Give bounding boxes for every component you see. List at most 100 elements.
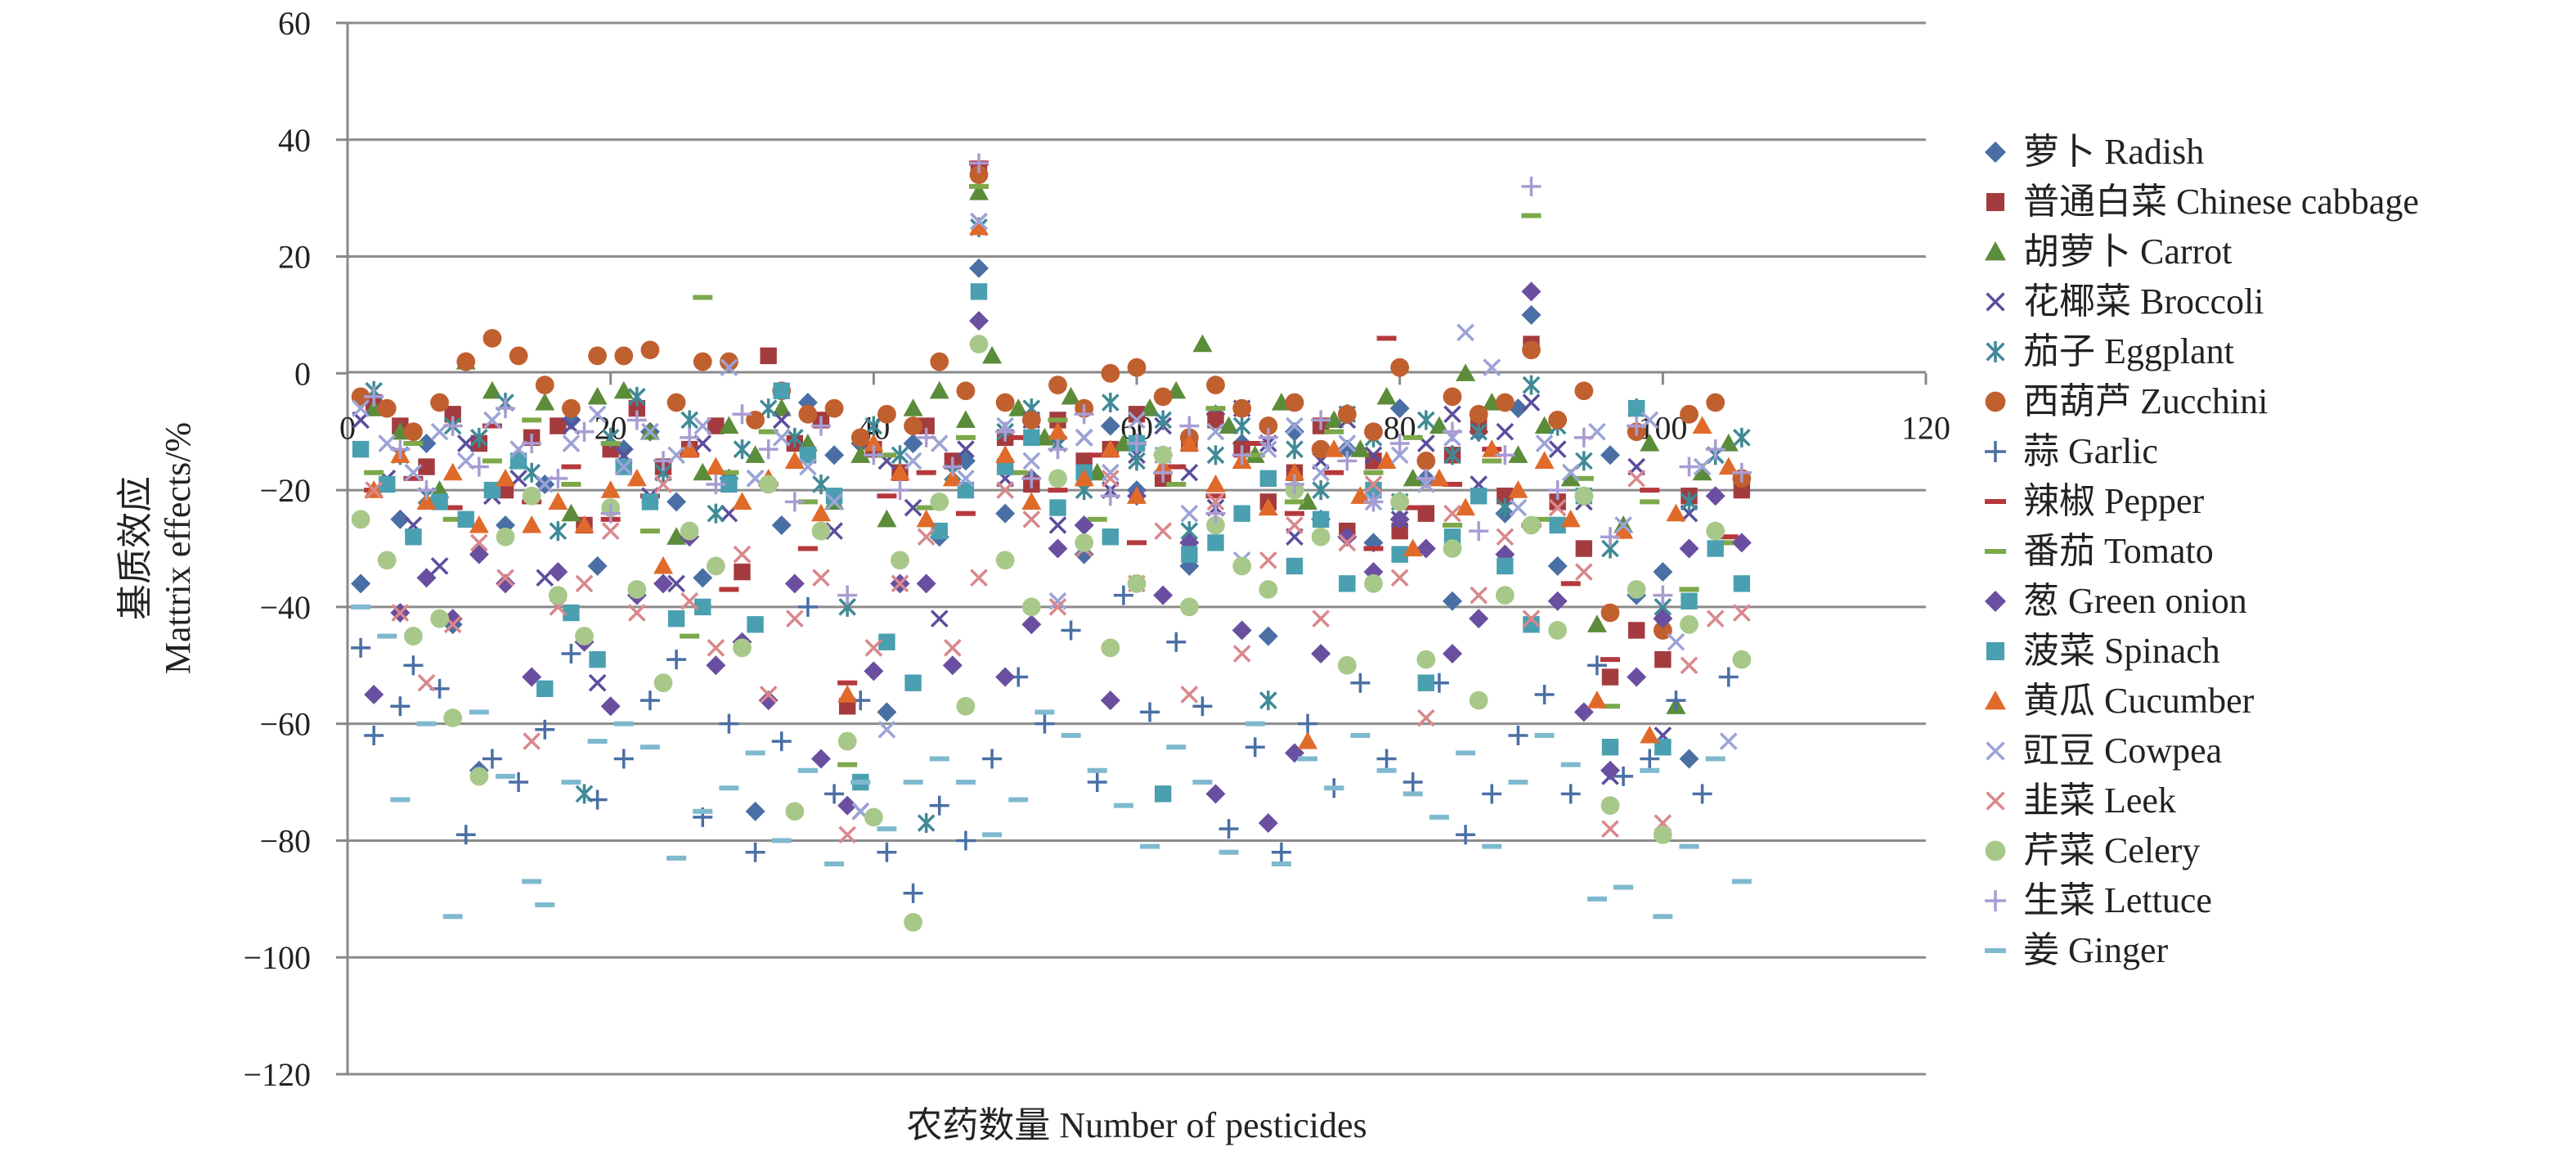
data-point	[1100, 439, 1120, 457]
data-point	[969, 335, 989, 354]
data-point	[1416, 650, 1436, 669]
data-point	[760, 347, 777, 365]
data-point	[456, 434, 475, 452]
legend-label: 豇豆 Cowpea	[2023, 731, 2222, 771]
data-point	[1680, 492, 1699, 512]
data-point	[1008, 398, 1029, 416]
data-point	[1285, 393, 1304, 412]
data-point	[351, 510, 370, 529]
data-point	[1232, 416, 1251, 436]
data-point	[1640, 488, 1660, 493]
data-point	[771, 838, 792, 843]
data-point	[588, 405, 607, 424]
data-point	[733, 439, 752, 460]
data-point	[904, 674, 922, 691]
data-point	[1390, 358, 1410, 377]
data-point	[1113, 803, 1133, 808]
y-tick-label: −60	[259, 706, 311, 743]
data-point	[1312, 511, 1330, 529]
data-point	[1206, 493, 1225, 511]
data-point	[1495, 445, 1515, 466]
data-point	[890, 462, 910, 481]
data-point	[693, 416, 712, 435]
data-point	[785, 427, 804, 448]
data-point	[825, 488, 843, 505]
data-point	[1547, 480, 1568, 501]
data-point	[1259, 416, 1278, 435]
data-point	[929, 795, 949, 816]
data-point	[1613, 521, 1634, 539]
data-point	[1416, 708, 1435, 727]
data-point	[390, 509, 411, 529]
data-point	[443, 708, 463, 727]
series-points	[364, 153, 1752, 605]
data-point	[719, 416, 739, 434]
data-point	[442, 914, 463, 920]
data-point	[1613, 766, 1634, 786]
data-point	[575, 627, 594, 645]
legend-item: 蒜 Garlic	[1985, 431, 2158, 471]
data-point	[917, 528, 936, 547]
data-point	[1521, 176, 1542, 196]
data-point	[1061, 732, 1081, 738]
data-point	[1653, 585, 1673, 605]
data-point	[1245, 452, 1265, 458]
data-point	[628, 399, 646, 417]
data-point	[640, 744, 660, 750]
data-point	[825, 493, 843, 511]
data-point	[982, 749, 1003, 769]
data-point	[1311, 527, 1331, 547]
data-point	[1390, 446, 1409, 465]
legend-marker	[1986, 292, 2005, 312]
data-point	[442, 416, 463, 436]
data-point	[444, 406, 461, 423]
data-point	[1600, 527, 1620, 547]
data-point	[1008, 797, 1029, 803]
data-point	[1653, 825, 1672, 844]
legend-label: 葱 Green onion	[2023, 581, 2247, 621]
data-point	[626, 410, 647, 430]
data-point	[1166, 744, 1187, 750]
data-point	[1350, 732, 1371, 738]
data-point	[1311, 410, 1331, 430]
data-point	[1522, 394, 1541, 412]
data-point	[536, 680, 554, 698]
data-point	[351, 387, 370, 407]
data-point	[1205, 503, 1226, 524]
data-point	[1048, 376, 1067, 395]
data-point	[364, 386, 384, 407]
data-point	[1640, 434, 1660, 452]
y-axis-title-en: Mattrix effects/%	[158, 422, 198, 674]
data-point	[1443, 644, 1462, 663]
data-point	[640, 340, 660, 360]
data-point	[391, 604, 410, 622]
data-point	[1048, 516, 1067, 534]
data-point	[1101, 469, 1120, 488]
data-point	[970, 212, 988, 231]
data-point	[1402, 791, 1423, 797]
data-point	[825, 522, 843, 540]
data-point	[837, 680, 858, 686]
series-points	[351, 335, 1752, 932]
data-point	[416, 480, 437, 501]
data-point	[561, 503, 581, 522]
data-point	[1719, 732, 1738, 750]
legend-label: 辣椒 Pepper	[2023, 481, 2205, 521]
data-point	[469, 767, 489, 786]
legend-marker	[1985, 948, 2006, 953]
data-point	[1575, 540, 1593, 557]
data-point	[442, 505, 463, 511]
data-point	[758, 690, 779, 711]
data-point	[916, 574, 936, 594]
data-point	[522, 434, 542, 453]
data-point	[1324, 429, 1344, 434]
data-point	[878, 633, 895, 650]
data-point	[1508, 480, 1528, 498]
data-point	[404, 422, 423, 442]
legend-marker	[1986, 641, 2005, 661]
data-point	[667, 574, 685, 593]
data-point	[626, 468, 647, 487]
data-point	[706, 457, 726, 475]
data-point	[1153, 445, 1173, 465]
series-points	[365, 469, 1751, 844]
